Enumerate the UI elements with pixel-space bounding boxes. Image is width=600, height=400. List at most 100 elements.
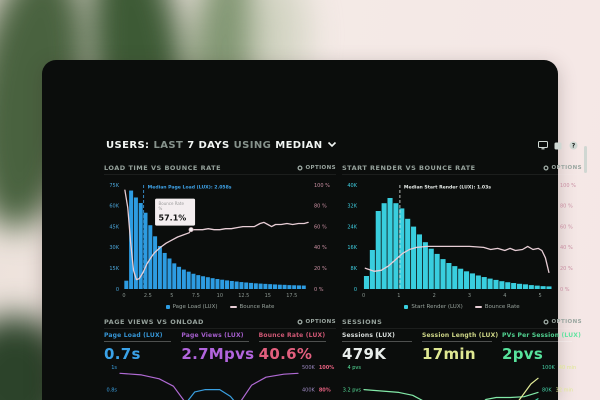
svg-text:0: 0 xyxy=(362,293,365,299)
chart-legend: Page Load (LUX) Bounce Rate xyxy=(104,304,336,310)
svg-text:?: ? xyxy=(572,143,576,150)
svg-text:10: 10 xyxy=(217,293,223,299)
svg-text:2.5: 2.5 xyxy=(144,293,152,299)
svg-text:1: 1 xyxy=(397,293,400,299)
svg-text:Median Page Load (LUX): 2.058s: Median Page Load (LUX): 2.058s xyxy=(148,185,232,191)
svg-text:75K: 75K xyxy=(109,183,119,189)
metric-value: 2pvs xyxy=(502,345,544,363)
chart-legend: Start Render (LUX) Bounce Rate xyxy=(342,304,582,310)
panel-page-views-onload: PAGE VIEWS VS ONLOAD OPTIONS Page Load (… xyxy=(104,316,336,400)
metric-page-load: Page Load (LUX) 0.7s xyxy=(104,332,181,363)
metric-session-length: Session Length (LUX) 17min xyxy=(422,332,502,363)
using-label: USING xyxy=(233,140,272,151)
svg-text:100 %: 100 % xyxy=(560,183,576,189)
options-button[interactable]: OPTIONS xyxy=(297,165,336,171)
metric-value: 2.7Mpvs xyxy=(181,345,255,363)
svg-text:2: 2 xyxy=(433,293,436,299)
svg-text:15: 15 xyxy=(265,293,271,299)
svg-text:24K: 24K xyxy=(347,224,357,230)
gear-icon xyxy=(543,165,550,171)
svg-text:Bounce Rate: Bounce Rate xyxy=(159,201,185,206)
panel-title: START RENDER VS BOUNCE RATE xyxy=(342,164,476,172)
median-label: MEDIAN xyxy=(275,140,323,151)
svg-text:40 %: 40 % xyxy=(560,245,573,251)
svg-text:80 %: 80 % xyxy=(314,204,327,210)
chevron-down-icon[interactable] xyxy=(327,140,337,151)
svg-text:57.1%: 57.1% xyxy=(159,214,187,223)
svg-text:40 %: 40 % xyxy=(314,245,327,251)
last-label: LAST xyxy=(153,140,184,151)
gear-icon xyxy=(297,319,304,325)
svg-text:32K: 32K xyxy=(347,204,357,210)
page-views-onload-chart: 1s0.8s0.6s0.4s500K100%400K80%300K60%200K… xyxy=(106,365,334,400)
metric-page-views: Page Views (LUX) 2.7Mpvs xyxy=(181,332,258,363)
metric-bounce-rate: Bounce Rate (LUX) 40.6% xyxy=(258,332,336,363)
svg-text:60 %: 60 % xyxy=(314,224,327,230)
metric-sessions: Sessions (LUX) 479K xyxy=(342,332,422,363)
svg-text:17.5: 17.5 xyxy=(286,293,297,299)
laptop-bezel: USERS: LAST 7 DAYS USING MEDIAN ? xyxy=(42,60,587,400)
svg-text:4 pvs: 4 pvs xyxy=(347,365,361,371)
panel-load-time: LOAD TIME VS BOUNCE RATE OPTIONS 75K 60K 4… xyxy=(104,162,336,310)
gear-icon xyxy=(543,319,550,325)
svg-text:0.8s: 0.8s xyxy=(106,387,117,393)
svg-text:30K: 30K xyxy=(109,245,119,251)
svg-text:20 %: 20 % xyxy=(314,266,327,272)
dashboard-screen: USERS: LAST 7 DAYS USING MEDIAN ? xyxy=(98,134,588,400)
svg-text:8K: 8K xyxy=(351,266,358,272)
options-button[interactable]: OPTIONS xyxy=(297,319,336,325)
metric-value: 40.6% xyxy=(258,345,313,363)
metric-value: 479K xyxy=(342,345,387,363)
svg-text:3: 3 xyxy=(468,293,471,299)
metric-pvs-per-session: PVs Per Session (LUX) 2pvs xyxy=(502,332,582,363)
svg-text:45K: 45K xyxy=(109,224,119,230)
panel-sessions: SESSIONS OPTIONS Sessions (LUX) 479K Ses… xyxy=(342,316,582,400)
svg-text:Median Start Render (LUX): 1.0: Median Start Render (LUX): 1.03s xyxy=(404,185,491,191)
svg-text:4: 4 xyxy=(503,293,506,299)
svg-text:0: 0 xyxy=(354,287,357,293)
svg-text:7.5: 7.5 xyxy=(192,293,200,299)
help-icon[interactable]: ? xyxy=(569,141,578,150)
panel-title: LOAD TIME VS BOUNCE RATE xyxy=(104,164,222,172)
users-label: USERS: xyxy=(106,140,150,151)
svg-text:60K: 60K xyxy=(109,204,119,210)
svg-text:1s: 1s xyxy=(111,365,117,371)
panel-start-render: START RENDER VS BOUNCE RATE OPTIONS 40K 3… xyxy=(342,162,582,310)
svg-text:3.2 pvs: 3.2 pvs xyxy=(343,387,362,393)
svg-text:%: % xyxy=(159,206,163,211)
start-render-chart: 40K 32K 24K 16K 8K 0 100 % 80 % 60 % 40 % 20 % 0 % 0… xyxy=(347,183,576,299)
svg-text:60 %: 60 % xyxy=(560,224,573,230)
svg-text:0: 0 xyxy=(122,293,125,299)
panel-title: PAGE VIEWS VS ONLOAD xyxy=(104,318,204,326)
page-title[interactable]: USERS: LAST 7 DAYS USING MEDIAN xyxy=(106,140,337,151)
svg-text:0 %: 0 % xyxy=(314,287,324,293)
svg-text:20 %: 20 % xyxy=(560,266,573,272)
options-button[interactable]: OPTIONS xyxy=(543,165,582,171)
share-icon[interactable] xyxy=(554,141,563,150)
options-button[interactable]: OPTIONS xyxy=(543,319,582,325)
metric-value: 0.7s xyxy=(104,345,141,363)
svg-text:40K: 40K xyxy=(347,183,357,189)
svg-text:5: 5 xyxy=(170,293,173,299)
scrollbar-thumb[interactable] xyxy=(584,146,587,173)
svg-text:5: 5 xyxy=(539,293,542,299)
days-label: 7 DAYS xyxy=(187,140,230,151)
svg-text:80 %: 80 % xyxy=(560,204,573,210)
svg-text:100 %: 100 % xyxy=(314,183,330,189)
svg-text:12.5: 12.5 xyxy=(238,293,249,299)
svg-text:16K: 16K xyxy=(347,245,357,251)
metric-value: 17min xyxy=(422,345,476,363)
svg-text:15K: 15K xyxy=(109,266,119,272)
panel-title: SESSIONS xyxy=(342,318,383,326)
gear-icon xyxy=(297,165,304,171)
display-icon[interactable] xyxy=(538,141,548,150)
svg-text:0: 0 xyxy=(116,287,119,293)
svg-text:0 %: 0 % xyxy=(560,287,570,293)
